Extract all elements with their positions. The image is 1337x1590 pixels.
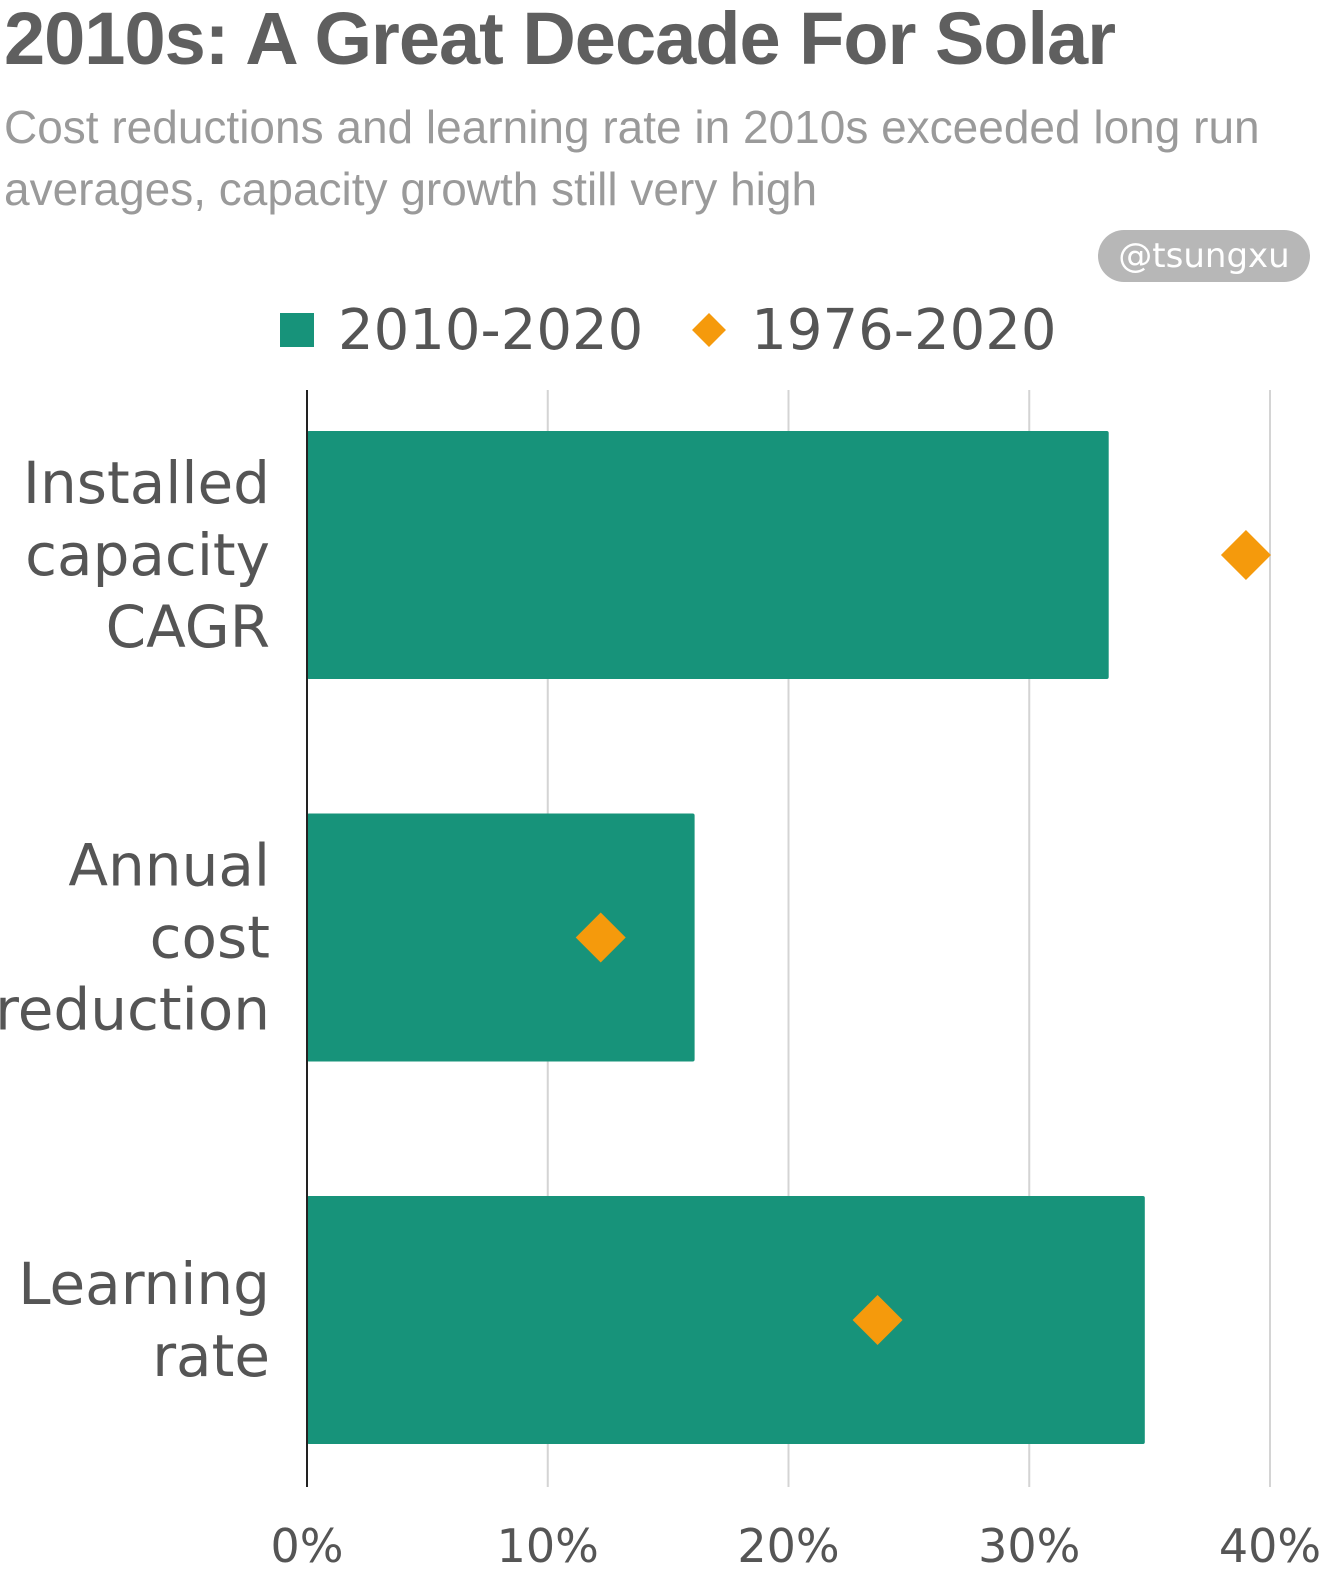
legend-square-icon: [280, 313, 314, 347]
legend-item-bars: 2010-2020: [280, 298, 643, 363]
category-label: capacity: [25, 521, 270, 589]
category-label: Learning: [18, 1250, 270, 1318]
legend: 2010-2020 1976-2020: [280, 295, 1103, 365]
marker-diamond: [852, 1295, 903, 1345]
category-label: Installed: [23, 449, 270, 517]
x-tick-label: 20%: [737, 1519, 839, 1573]
category-label: reduction: [0, 976, 270, 1044]
marker-diamond: [1220, 530, 1271, 580]
x-tick-label: 0%: [271, 1519, 344, 1573]
bar: [307, 813, 695, 1062]
watermark-badge: @tsungxu: [1098, 230, 1310, 282]
x-tick-label: 10%: [497, 1519, 599, 1573]
category-label: rate: [152, 1322, 270, 1390]
bar: [307, 1196, 1145, 1444]
category-label: Annual: [68, 832, 270, 900]
x-tick-label: 40%: [1219, 1519, 1321, 1573]
legend-label-bars: 2010-2020: [338, 297, 644, 363]
chart-title: 2010s: A Great Decade For Solar: [4, 0, 1116, 80]
legend-label-markers: 1976-2020: [751, 297, 1057, 363]
chart-subtitle: Cost reductions and learning rate in 201…: [4, 101, 1260, 215]
legend-item-markers: 1976-2020: [689, 297, 1057, 363]
category-label: cost: [150, 904, 270, 972]
marker-diamond: [575, 912, 626, 963]
category-label: CAGR: [106, 593, 270, 661]
bar: [307, 431, 1109, 679]
x-tick-label: 30%: [978, 1519, 1080, 1573]
